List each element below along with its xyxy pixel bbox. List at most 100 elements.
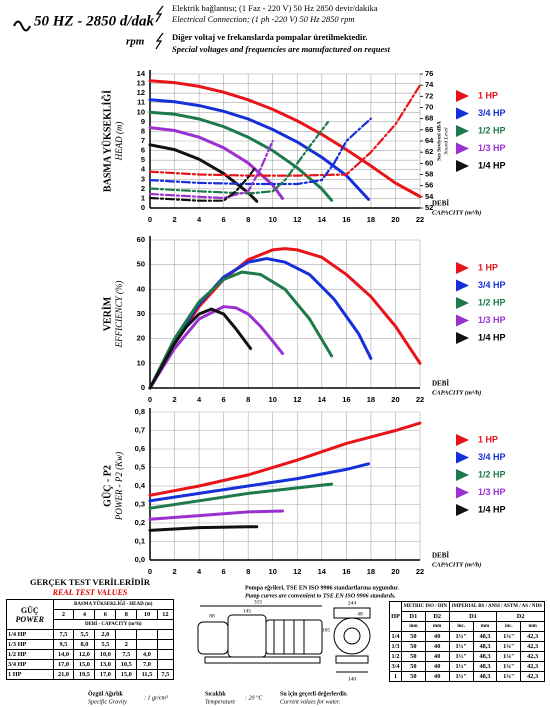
table-header: mm [520,621,545,632]
legend-label: 3/4 HP [478,108,506,118]
table-cell [136,639,158,650]
x-tick-label: 22 [416,395,424,404]
y-tick-label: 8 [141,126,145,135]
sound-line [148,167,256,202]
table-cell: 1 [388,671,403,682]
table-cell: 1/2 [388,651,403,662]
y2-tick-label: 56 [425,181,433,190]
table-cell: 48,3 [472,671,498,682]
y-tick-label: 1 [141,193,145,202]
x-tick-label: 4 [197,215,202,224]
dimension-label: 88 [209,613,215,619]
x-tick-label: 6 [222,567,226,576]
table-cell: 7,5 [52,629,75,640]
x-tick-label: 8 [246,567,250,576]
table-row: 1 50 40 1½" 48,3 1¼" 42,3 [388,671,545,682]
series-line [148,525,259,532]
y-tick-label: 13 [137,79,145,88]
legend-label: 1/4 HP [478,160,506,170]
y2-tick-label: 66 [425,125,433,134]
sound-line [148,117,372,186]
table-cell: 19,5 [73,669,96,680]
drawing-note-en: Pump curves are convenient to TSE EN ISO… [245,593,396,599]
bolt-icon [155,32,164,50]
header-title: 50 HZ - 2850 d/dak [34,13,154,29]
legend-marker [456,279,469,292]
table-cell: 48,3 [472,641,498,652]
x-axis-label: CAPACITY (m³/h) [432,389,481,396]
x-axis-label: CAPACITY (m³/h) [432,561,481,568]
y-tick-label: 40 [137,284,145,293]
x-tick-label: 16 [342,215,350,224]
x-tick-label: 14 [318,395,327,404]
y-tick-label: 0,7 [135,425,145,434]
y-axis-label: BASMA YÜKSEKLİĞİ HEAD (m) [100,90,124,192]
table-cell: 1½" [448,671,474,682]
y-tick-label: 2 [141,184,145,193]
table-cell: 42,3 [520,651,545,662]
pump-base [204,656,321,664]
x-tick-label: 0 [148,567,152,576]
table-cell [136,629,158,640]
pump-head [197,621,229,655]
y-tick-label: 9 [141,117,145,126]
y-tick-label: 0,8 [135,407,145,416]
table-cell: 1/3 [388,641,403,652]
y-tick-label: 10 [137,107,145,116]
y-axis-label: VERİM [101,296,113,331]
table-header: HP [388,601,403,632]
table-row: D1 D2 D1 D2 [390,611,545,622]
series-line [148,305,284,390]
y-axis-label: BASMA YÜKSEKLİĞİ [100,90,113,192]
legend-marker [456,434,469,446]
legend-marker [456,142,469,155]
table-cell: 48,3 [472,661,498,672]
y2-tick-label: 70 [425,102,433,111]
x-tick-label: 2 [172,567,176,576]
x-tick-label: 18 [367,395,375,404]
table-cell: 15,0 [73,659,96,670]
series-line [148,482,334,510]
x-tick-label: 20 [391,567,399,576]
y-tick-label: 12 [137,88,145,97]
legend-label: 1/3 HP [478,487,506,497]
table-header: D2 [496,611,545,622]
legend-label: 1/3 HP [478,315,506,325]
legend-label: 1/2 HP [478,297,506,307]
legend-label: 1/4 HP [478,332,506,342]
footer-text: : 20 °C [245,694,263,701]
pump-drawing [197,605,371,673]
footer-text: Specific Gravity [88,698,127,705]
test-title: GERÇEK TEST VERİLERİDİR [30,577,151,587]
legend-label: 3/4 HP [478,452,506,462]
footer-text: Özgül Ağırlık [88,690,124,697]
table-cell [156,649,175,660]
legend-label: 3/4 HP [478,280,506,290]
table-cell: 7,5 [156,669,175,680]
table-cell: 40 [424,631,450,642]
y-tick-label: 4 [141,165,146,174]
table-row: 1/3 HP 9,5 8,0 5,5 2 [6,639,175,650]
table-header: mm [472,621,498,632]
x-tick-label: 16 [342,567,350,576]
table-cell: 10,0 [94,649,117,660]
x-tick-label: 20 [391,395,399,404]
x-tick-label: 10 [269,215,277,224]
y-tick-label: 14 [137,69,146,78]
legend-marker [456,297,469,309]
y-tick-label: 20 [137,334,145,343]
table-header: 6 [94,609,117,620]
test-title-en: REAL TEST VALUES [52,588,128,597]
x-tick-label: 6 [222,395,226,404]
x-tick-label: 18 [367,567,375,576]
dimension-label: 48 [357,611,363,617]
table-cell: 1¼" [496,661,522,672]
y2-tick-label: 68 [425,114,433,123]
table-cell: 42,3 [520,671,545,682]
y2-axis-label: Sound Level [443,127,449,155]
table-row: 3/4 HP 17,0 15,0 13,0 10,5 7,0 [6,659,175,670]
table-cell [156,659,175,670]
y-tick-label: 60 [137,235,145,244]
